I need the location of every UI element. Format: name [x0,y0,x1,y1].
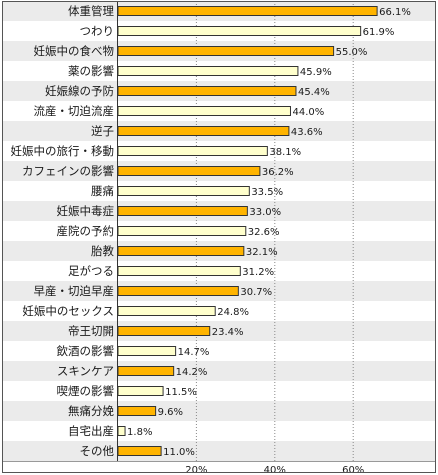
category-label: カフェインの影響 [22,164,114,178]
bar [117,286,239,296]
value-label: 43.6% [291,127,323,138]
value-label: 66.1% [379,7,411,18]
bar [117,406,157,416]
x-tick-label: 60% [342,465,364,475]
bar [117,426,126,436]
category-label: 胎教 [91,244,114,258]
value-label: 31.2% [242,267,274,278]
value-label: 45.4% [298,87,330,98]
category-label: 喫煙の影響 [57,384,115,398]
value-label: 9.6% [158,407,183,418]
value-label: 55.0% [336,47,368,58]
category-label: 早産・切迫早産 [34,284,115,298]
row-band [2,361,436,381]
bar [117,166,261,176]
value-label: 32.1% [246,247,278,258]
bar [117,366,175,376]
bar [117,206,248,216]
bar [117,446,162,456]
value-label: 44.0% [292,107,324,118]
row-band [2,321,436,341]
bar [117,186,250,196]
bar [117,146,268,156]
value-label: 14.7% [178,347,210,358]
bar [117,46,335,56]
value-label: 11.5% [165,387,197,398]
category-label: 足がつる [68,264,114,278]
category-label: 産院の予約 [57,224,115,238]
category-label: スキンケア [57,364,114,378]
category-label: 流産・切迫流産 [34,104,115,118]
row-band [2,401,436,421]
value-label: 14.2% [176,367,208,378]
category-label: 妊娠中のセックス [22,304,114,318]
value-label: 36.2% [262,167,294,178]
category-label: 妊娠中の旅行・移動 [11,144,115,158]
x-tick-label: 20% [185,465,207,475]
category-label: その他 [80,444,115,458]
bar [117,266,241,276]
category-label: 飲酒の影響 [57,344,115,358]
value-label: 45.9% [300,67,332,78]
x-tick-label: 40% [264,465,286,475]
category-label: 妊娠中毒症 [57,204,115,218]
value-label: 30.7% [240,287,272,298]
bar [117,86,297,96]
category-label: 妊娠線の予防 [45,84,114,98]
bar [117,106,291,116]
category-label: 逆子 [91,124,114,138]
category-label: 自宅出産 [68,424,114,438]
bar [117,326,211,336]
bar [117,26,362,36]
category-label: 体重管理 [68,4,114,18]
category-label: 無痛分娩 [68,404,114,418]
bar [117,66,299,76]
category-label: 妊娠中の食べ物 [34,44,115,58]
value-label: 38.1% [269,147,301,158]
value-label: 32.6% [248,227,280,238]
value-label: 33.0% [249,207,281,218]
category-label: 帝王切開 [68,324,114,338]
bar [117,6,378,16]
bar [117,226,247,236]
bar [117,246,245,256]
value-label: 24.8% [217,307,249,318]
bar [117,386,164,396]
bar [117,306,216,316]
category-label: 薬の影響 [68,64,114,78]
category-label: つわり [80,24,115,38]
value-label: 61.9% [363,27,395,38]
bar [117,126,290,136]
value-label: 23.4% [212,327,244,338]
value-label: 33.5% [251,187,283,198]
bar [117,346,177,356]
row-band [2,441,436,461]
category-label: 腰痛 [91,184,114,198]
value-label: 1.8% [127,427,152,438]
value-label: 11.0% [163,447,195,458]
